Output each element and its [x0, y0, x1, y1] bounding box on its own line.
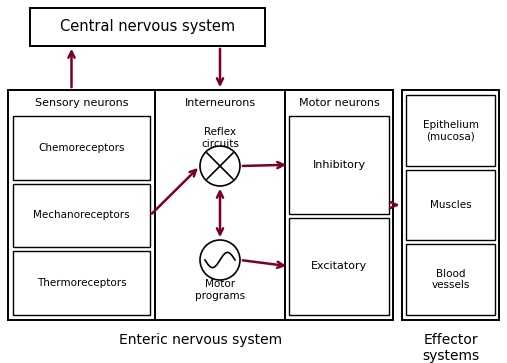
Text: Sensory neurons: Sensory neurons — [35, 98, 128, 108]
Bar — [289, 116, 389, 213]
Text: Reflex
circuits: Reflex circuits — [201, 127, 239, 149]
Text: Inhibitory: Inhibitory — [312, 160, 366, 170]
Bar — [8, 90, 393, 320]
Bar — [13, 251, 150, 315]
Bar — [406, 95, 495, 166]
Bar — [13, 116, 150, 180]
Text: Mechanoreceptors: Mechanoreceptors — [33, 211, 130, 220]
Text: Interneurons: Interneurons — [185, 98, 256, 108]
Text: Effector
systems: Effector systems — [422, 333, 479, 363]
Text: Blood
vessels: Blood vessels — [431, 269, 469, 290]
Text: Enteric nervous system: Enteric nervous system — [119, 333, 282, 347]
Text: Excitatory: Excitatory — [311, 261, 367, 271]
Bar — [289, 217, 389, 315]
Text: Chemoreceptors: Chemoreceptors — [38, 143, 125, 153]
Text: Muscles: Muscles — [430, 200, 472, 210]
Text: Motor
programs: Motor programs — [195, 279, 245, 301]
Text: Thermoreceptors: Thermoreceptors — [37, 278, 126, 288]
Bar — [406, 170, 495, 240]
Bar — [406, 244, 495, 315]
Bar — [402, 90, 499, 320]
Bar — [13, 184, 150, 247]
Text: Epithelium
(mucosa): Epithelium (mucosa) — [422, 119, 479, 141]
Text: Central nervous system: Central nervous system — [60, 20, 235, 34]
Bar — [30, 8, 265, 46]
Text: Motor neurons: Motor neurons — [299, 98, 379, 108]
